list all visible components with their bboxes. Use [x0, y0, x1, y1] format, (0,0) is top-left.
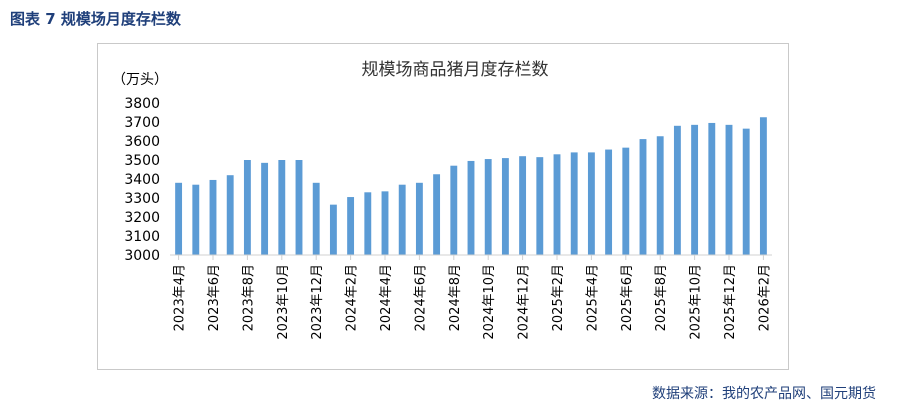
bar — [295, 160, 303, 255]
bar — [450, 165, 458, 255]
y-tick-label: 3400 — [124, 172, 160, 188]
bar — [519, 156, 527, 255]
bar — [347, 197, 355, 255]
x-tick-label: 2023年12月 — [310, 264, 325, 340]
bar — [501, 158, 509, 255]
bar — [433, 174, 441, 255]
chart-title: 规模场商品猪月度存栏数 — [362, 60, 549, 80]
x-tick-label: 2026年2月 — [757, 264, 772, 331]
bar — [192, 184, 200, 255]
bar — [243, 160, 251, 255]
bar — [587, 152, 595, 255]
bar — [605, 149, 613, 255]
y-tick-label: 3600 — [124, 134, 160, 150]
y-axis: 3000 3100 3200 3300 3400 3500 3600 3700 3800 — [124, 96, 160, 264]
bar — [261, 162, 269, 255]
bar — [226, 175, 234, 255]
bar — [742, 128, 750, 255]
figure-title: 图表 7 规模场月度存栏数 — [10, 10, 181, 28]
x-tick-label: 2024年2月 — [345, 264, 360, 331]
bar — [708, 122, 716, 255]
x-tick-label: 2024年8月 — [448, 264, 463, 331]
source-note: 数据来源：我的农产品网、国元期货 — [652, 386, 876, 402]
bar — [398, 184, 406, 255]
y-tick-label: 3500 — [124, 153, 160, 169]
x-tick-label: 2025年8月 — [654, 264, 669, 331]
bar — [673, 125, 681, 255]
y-tick-label: 3300 — [124, 191, 160, 207]
x-tick-label: 2025年12月 — [723, 264, 738, 340]
bar — [467, 160, 475, 255]
x-axis: 2023年4月 2023年6月 2023年8月 2023年10月 2023年12月 202… — [173, 255, 772, 340]
bar — [209, 179, 217, 255]
x-tick-label: 2024年10月 — [482, 264, 497, 340]
bar — [415, 182, 423, 255]
bar — [725, 124, 733, 255]
bar — [484, 159, 492, 255]
y-tick-label: 3200 — [124, 210, 160, 226]
y-tick-label: 3700 — [124, 115, 160, 131]
bar — [312, 182, 320, 255]
x-tick-label: 2023年10月 — [276, 264, 291, 340]
x-tick-label: 2025年2月 — [551, 264, 566, 331]
x-tick-label: 2024年6月 — [413, 264, 428, 331]
bar — [570, 152, 578, 255]
x-tick-label: 2023年8月 — [241, 264, 256, 331]
bar — [364, 192, 372, 255]
bar — [329, 204, 337, 255]
x-tick-label: 2024年4月 — [379, 264, 394, 331]
x-tick-label: 2025年4月 — [585, 264, 600, 331]
y-tick-label: 3800 — [124, 96, 160, 112]
unit-label: （万头） — [112, 72, 168, 88]
x-tick-label: 2025年6月 — [620, 264, 635, 331]
bar — [381, 191, 389, 255]
bar — [656, 136, 664, 255]
bar — [175, 182, 183, 255]
x-tick-label: 2024年12月 — [517, 264, 532, 340]
x-tick-label: 2023年6月 — [207, 264, 222, 331]
y-tick-label: 3100 — [124, 229, 160, 245]
x-tick-label: 2023年4月 — [173, 264, 188, 331]
bar — [553, 154, 561, 255]
bar — [639, 139, 647, 255]
y-tick-label: 3000 — [124, 248, 160, 264]
bar — [278, 160, 286, 255]
bar — [536, 157, 544, 255]
x-tick-label: 2025年10月 — [689, 264, 704, 340]
chart-frame — [97, 43, 789, 370]
bar — [691, 124, 699, 255]
bar — [759, 117, 767, 255]
bars — [175, 117, 767, 255]
bar — [622, 147, 630, 255]
